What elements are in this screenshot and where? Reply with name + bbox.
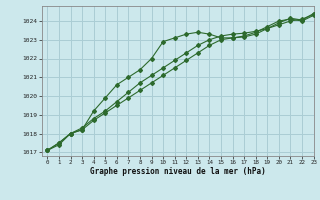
X-axis label: Graphe pression niveau de la mer (hPa): Graphe pression niveau de la mer (hPa) (90, 167, 266, 176)
